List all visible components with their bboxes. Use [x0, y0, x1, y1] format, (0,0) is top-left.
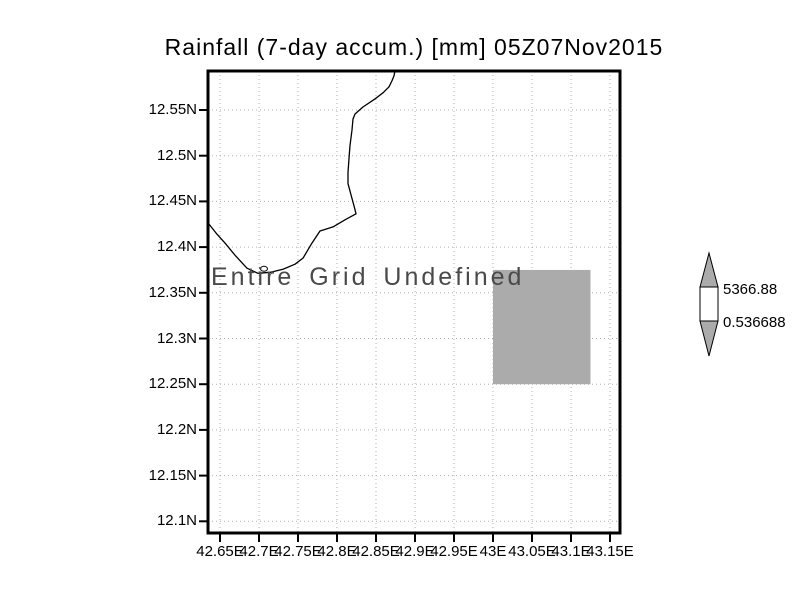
island-outline [259, 265, 268, 272]
x-tick-label: 43.05E [508, 543, 556, 560]
x-tick-label: 42.9E [395, 543, 435, 560]
x-tick-label: 42.75E [274, 543, 322, 560]
x-tick-label: 43.1E [551, 543, 591, 560]
colorbar-up-arrow [699, 251, 719, 288]
y-tick-label: 12.4N [156, 238, 197, 256]
chart-title: Rainfall (7-day accum.) [mm] 05Z07Nov201… [164, 34, 664, 60]
y-tick-label: 12.55N [148, 101, 197, 118]
x-tick-label: 42.95E [430, 543, 478, 560]
x-tick-label: 42.85E [352, 543, 400, 560]
x-tick-label: 42.7E [239, 543, 279, 560]
x-tick-label: 43E [479, 543, 507, 560]
entire-grid-undefined-annotation: Entire Grid Undefined [211, 263, 525, 291]
colorbar-max-label: 5366.88 [723, 281, 778, 298]
shaded-grid-cell [493, 269, 591, 385]
colorbar-range-box [699, 286, 719, 322]
x-tick-label: 42.8E [317, 543, 357, 560]
y-tick-label: 12.35N [148, 283, 197, 301]
x-tick-label: 43.15E [586, 543, 634, 560]
y-tick-label: 12.15N [148, 466, 197, 484]
y-tick-label: 12.45N [148, 192, 197, 210]
colorbar-down-arrow [699, 320, 719, 357]
coastline [207, 70, 396, 274]
y-tick-label: 12.25N [148, 375, 197, 393]
x-tick-label: 42.65E [196, 543, 244, 560]
y-tick-label: 12.1N [156, 512, 197, 530]
y-tick-label: 12.5N [156, 146, 197, 164]
y-tick-label: 12.2N [156, 420, 197, 438]
y-tick-label: 12.3N [156, 329, 197, 347]
colorbar-min-label: 0.536688 [723, 314, 786, 331]
